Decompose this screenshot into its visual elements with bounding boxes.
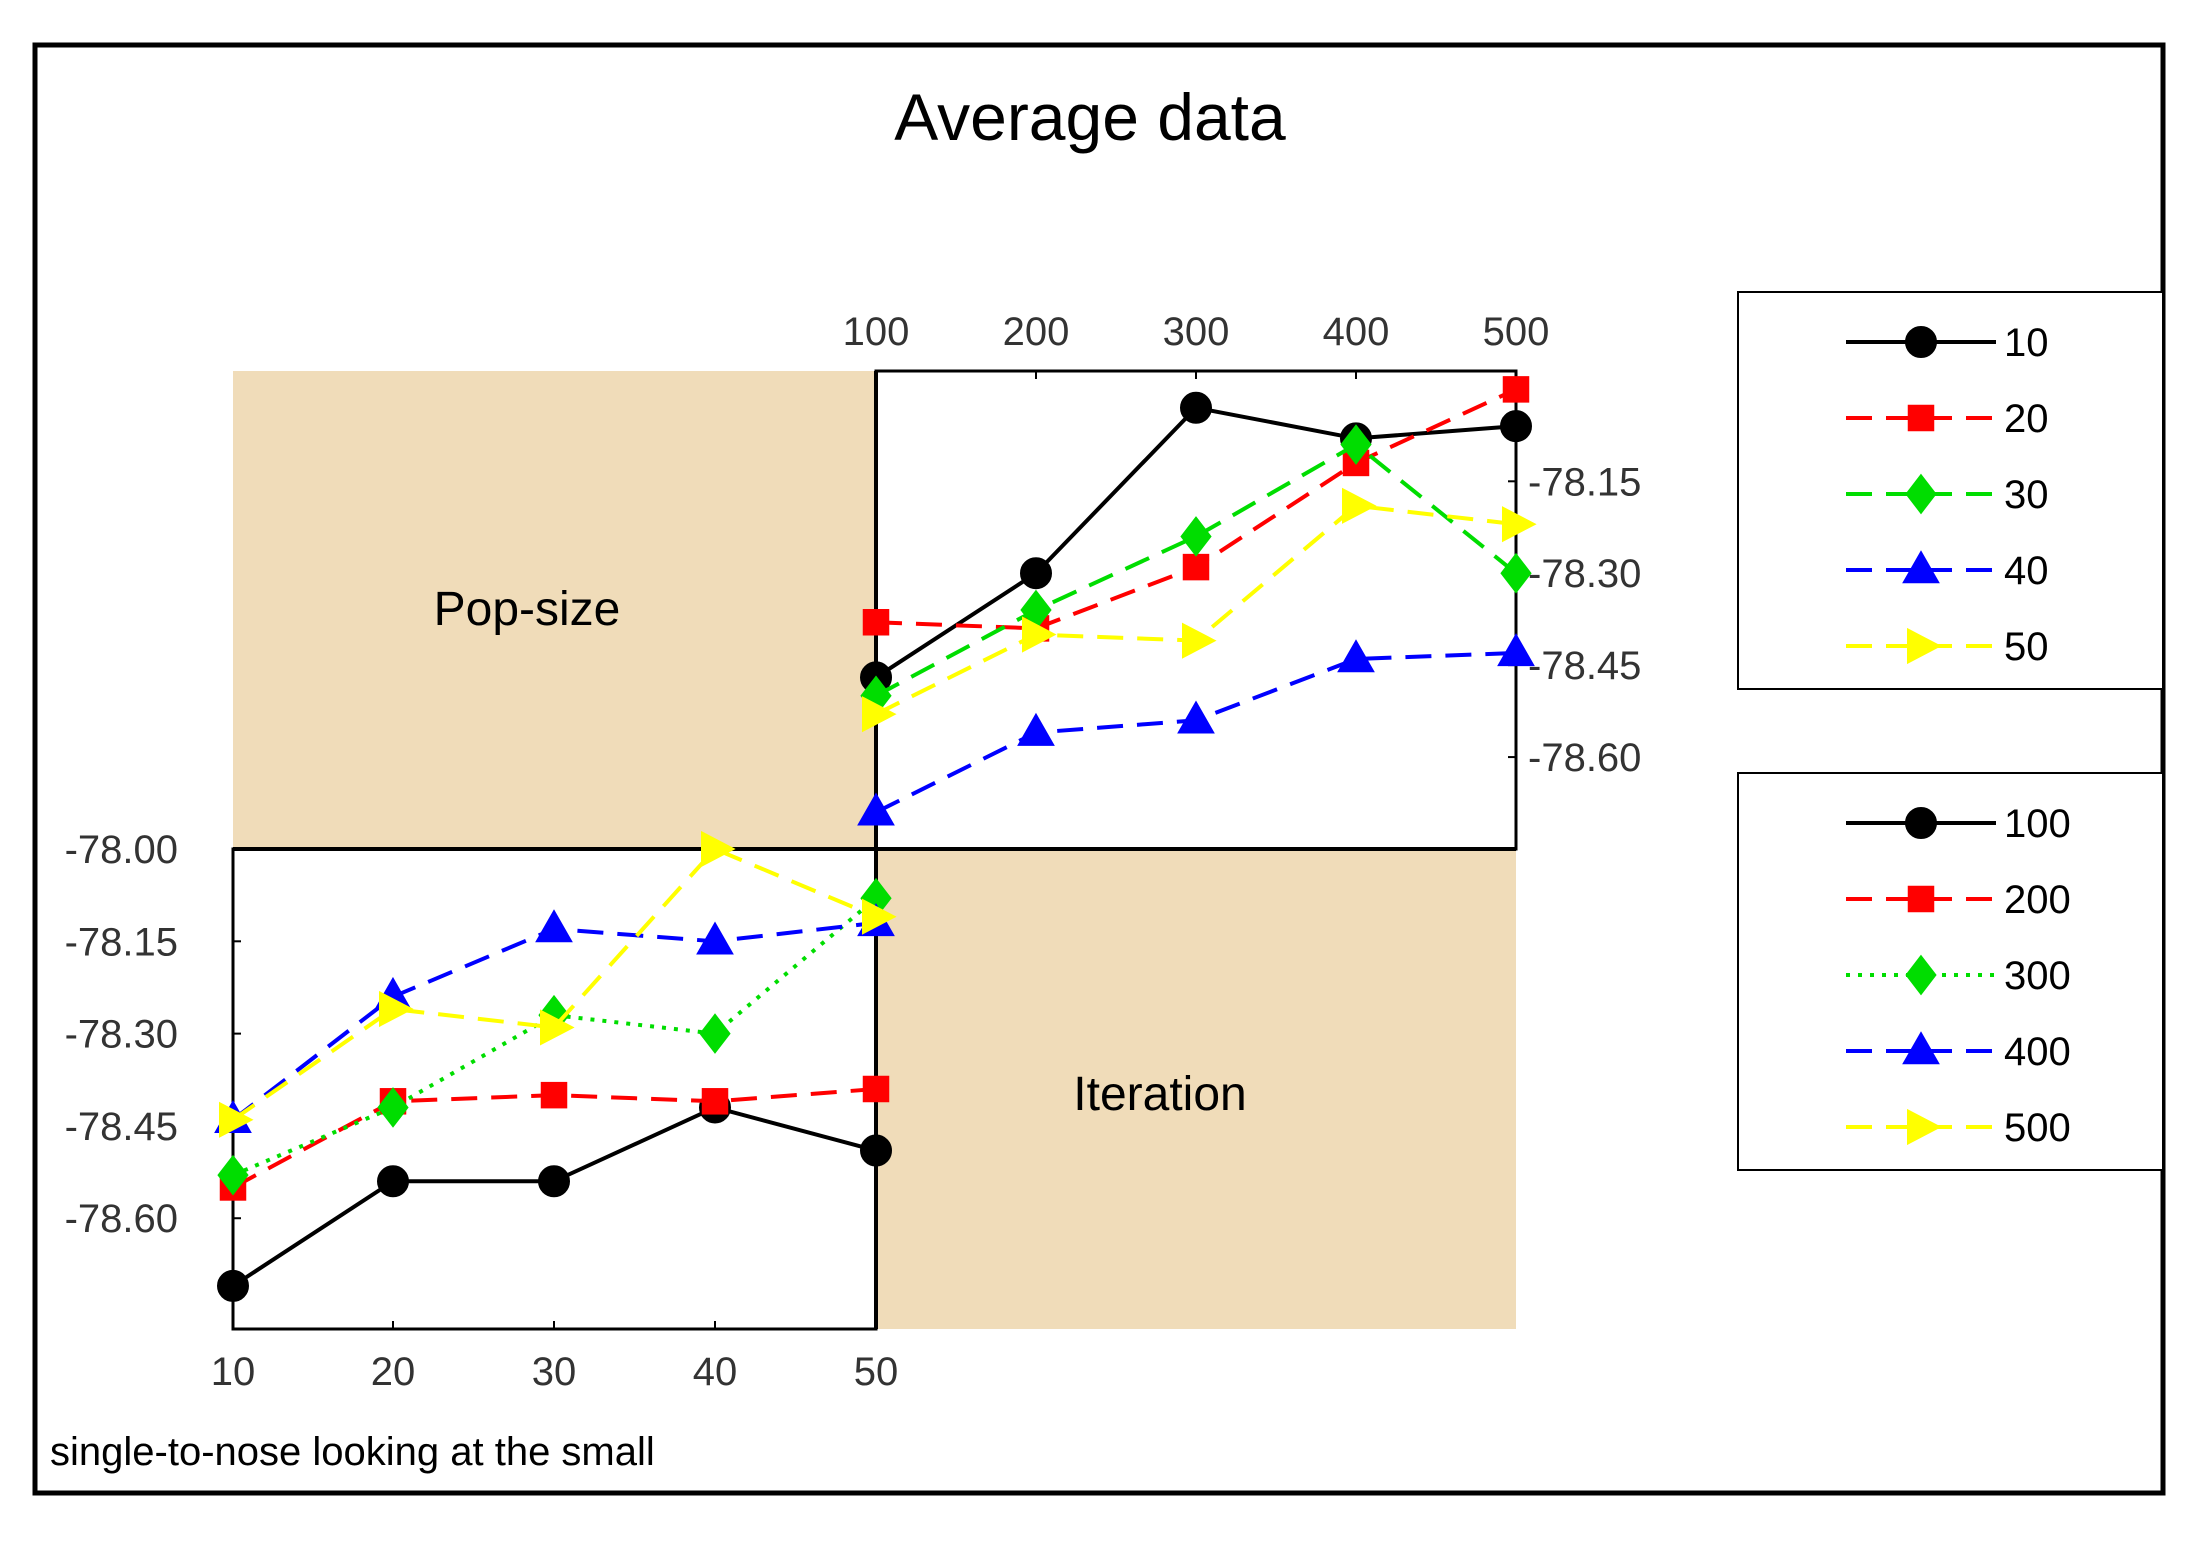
pop-size-series-point-40 (857, 792, 895, 826)
legend-box (1737, 772, 2164, 1171)
legend-marker-40 (1902, 550, 1940, 584)
pop-size-x-tick-label: 100 (843, 310, 910, 354)
pop-size-series-point-50 (1502, 506, 1537, 543)
iteration-series-point-100 (538, 1165, 570, 1198)
legend-label-30: 30 (2004, 473, 2049, 517)
iteration-y-tick-label: -78.60 (65, 1197, 178, 1241)
iteration-x-tick-label: 20 (371, 1350, 416, 1394)
iteration-y-tick-label: -78.15 (65, 920, 178, 964)
iteration-series-point-100 (860, 1134, 892, 1167)
legend-label-40: 40 (2004, 549, 2049, 593)
legend-label-50: 50 (2004, 625, 2049, 669)
pop-size-series-point-20 (1182, 553, 1210, 581)
pop-size-x-tick-label: 200 (1003, 310, 1070, 354)
figure-caption: single-to-nose looking at the small (50, 1430, 655, 1474)
legend-label-300: 300 (2004, 954, 2071, 998)
iteration-series-point-300 (699, 1013, 731, 1054)
iteration-series-point-300 (217, 1154, 249, 1196)
pop-size-y-tick-label: -78.60 (1528, 736, 1641, 780)
iteration-series-point-400 (535, 909, 573, 943)
pop-size-series-point-50 (1342, 487, 1377, 524)
pop-size-y-tick-label: -78.15 (1528, 460, 1641, 504)
iteration-series-point-500 (219, 1101, 254, 1138)
iteration-x-tick-label: 50 (854, 1350, 899, 1394)
legend-marker-500 (1907, 1108, 1942, 1146)
iteration-series-line-500 (231, 846, 877, 1122)
legend-marker-30 (1905, 473, 1937, 515)
legend-label-400: 400 (2004, 1030, 2071, 1074)
iteration-series-point-200 (862, 1075, 890, 1103)
iteration-series-point-100 (377, 1165, 409, 1198)
pop-size-x-tick-label: 500 (1483, 310, 1550, 354)
pop-size-series-point-30 (1500, 552, 1532, 594)
legend-marker-400 (1902, 1031, 1940, 1065)
pop-size-series-point-10 (1020, 557, 1052, 590)
legend-box (1737, 291, 2164, 690)
iteration-series-point-500 (379, 990, 414, 1028)
pop-size-series-point-50 (1182, 622, 1217, 659)
legend-marker-10 (1905, 326, 1937, 358)
pop-size-label-panel (233, 371, 876, 849)
iteration-series-point-500 (701, 830, 736, 868)
pop-size-series-point-40 (1017, 712, 1055, 746)
legend-label-500: 500 (2004, 1106, 2071, 1150)
pop-size-x-tick-label: 400 (1323, 310, 1390, 354)
iteration-y-tick-label: -78.30 (65, 1013, 178, 1057)
iteration-y-tick-label: -78.00 (65, 828, 178, 872)
pop-size-y-tick-label: -78.45 (1528, 644, 1641, 688)
iteration-series-point-400 (696, 921, 734, 955)
iteration-series-point-300 (377, 1087, 409, 1128)
ticks-layer: 100 200 300 400 500 -78.15 -78.30 -78.45 -78.60 1… (65, 310, 1642, 1394)
legend-marker-20 (1907, 404, 1935, 432)
pop-size-series-point-50 (1022, 616, 1057, 653)
legend-label-20: 20 (2004, 397, 2049, 441)
series-layer (214, 376, 1537, 1302)
pop-size-series-point-10 (1500, 410, 1532, 443)
iteration-series-point-200 (540, 1081, 568, 1109)
iteration-y-tick-label: -78.45 (65, 1105, 178, 1149)
iteration-series-point-500 (862, 898, 897, 935)
pop-size-series-line-30 (875, 442, 1518, 698)
pop-size-series-point-20 (1502, 376, 1530, 403)
iteration-series-point-200 (701, 1088, 729, 1115)
legend-marker-300 (1905, 954, 1937, 996)
legend-label-10: 10 (2004, 321, 2049, 365)
iteration-series-point-500 (540, 1009, 575, 1046)
pop-size-series-point-20 (862, 609, 890, 636)
pop-size-x-tick-label: 300 (1163, 310, 1230, 354)
pop-size-series-point-10 (1180, 391, 1212, 424)
iteration-x-tick-label: 30 (532, 1350, 577, 1394)
pop-size-y-tick-label: -78.30 (1528, 552, 1641, 596)
pop-size-series-point-40 (1337, 639, 1375, 673)
legend-marker-100 (1905, 807, 1937, 839)
legend-marker-50 (1907, 627, 1942, 665)
iteration-panel-label: Iteration (1073, 1068, 1246, 1121)
iteration-x-tick-label: 40 (693, 1350, 738, 1394)
pop-size-series-point-40 (1497, 633, 1535, 667)
legend-marker-200 (1907, 885, 1935, 913)
pop-size-series-point-30 (1340, 424, 1372, 465)
iteration-x-tick-label: 10 (211, 1350, 256, 1394)
iteration-label-panel (876, 849, 1516, 1329)
pop-size-series-point-30 (1180, 516, 1212, 557)
pop-size-panel-label: Pop-size (434, 583, 621, 636)
pop-size-series-point-40 (1177, 700, 1215, 734)
pop-size-series-point-50 (862, 696, 897, 733)
iteration-series-line-300 (232, 896, 878, 1177)
chart-title: Average data (894, 80, 1286, 154)
legend-label-100: 100 (2004, 802, 2071, 846)
legend-label-200: 200 (2004, 878, 2071, 922)
legend-layer: 10 20 30 40 50 100 200 300 400 500 (1737, 291, 2164, 1171)
iteration-series-point-100 (217, 1269, 249, 1302)
